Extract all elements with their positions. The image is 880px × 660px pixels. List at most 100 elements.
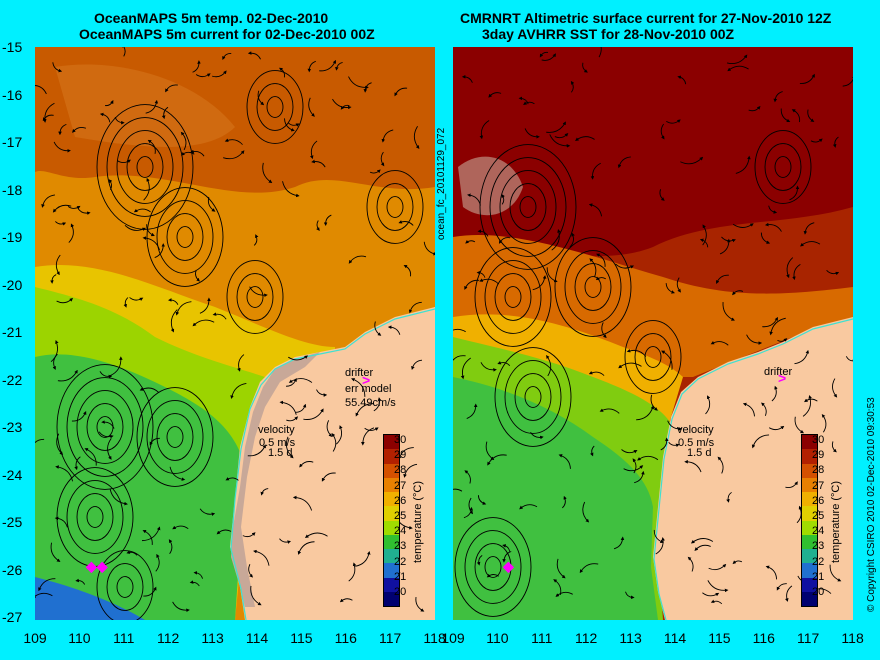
left-map-panel[interactable] <box>35 47 435 620</box>
current-vector <box>323 214 332 227</box>
current-vector <box>764 222 782 232</box>
current-vector <box>477 229 489 237</box>
current-vector <box>99 112 111 123</box>
current-vector <box>211 70 227 78</box>
current-vector <box>794 416 805 434</box>
current-vector <box>687 556 694 572</box>
current-vector <box>796 505 803 524</box>
right-drifter-track-marker[interactable]: ◆ <box>503 558 514 574</box>
colorbar-tick-label: 30 <box>394 434 407 446</box>
x-tick-label: 115 <box>290 630 313 646</box>
current-vector <box>155 553 160 572</box>
current-vector <box>668 442 680 448</box>
current-vector <box>369 169 381 174</box>
colorbar-tick-label: 21 <box>394 570 407 583</box>
current-vector <box>751 434 770 449</box>
right-title-line1: CMRNRT Altimetric surface current for 27… <box>460 10 832 26</box>
current-vector <box>792 264 801 281</box>
colorbar-segment <box>802 435 817 450</box>
current-vector <box>660 437 669 451</box>
current-vector <box>411 359 423 370</box>
current-vector <box>55 465 74 482</box>
current-vector <box>498 237 511 244</box>
current-vector <box>480 362 497 372</box>
current-vector <box>98 431 114 439</box>
current-vector <box>192 319 215 327</box>
right-drifter-marker[interactable]: > <box>778 370 787 386</box>
current-vector <box>56 297 74 304</box>
x-tick-label: 113 <box>201 630 224 646</box>
current-vector <box>626 349 647 357</box>
eddy-streamline <box>86 403 124 451</box>
colorbar-tick-label: 20 <box>394 586 407 598</box>
current-vector <box>193 571 204 579</box>
colorbar-tick-label: 29 <box>812 449 825 462</box>
current-vector <box>282 181 300 198</box>
current-vector <box>311 159 326 168</box>
colorbar-tick-label: 26 <box>812 494 825 507</box>
current-vector <box>381 129 394 143</box>
colorbar-tick-label: 25 <box>812 510 825 522</box>
colorbar-segment <box>384 506 399 521</box>
right-map-panel[interactable] <box>453 47 853 620</box>
current-vector <box>636 405 655 421</box>
current-vector <box>463 506 474 519</box>
current-vector <box>38 578 56 592</box>
current-vector <box>139 387 160 393</box>
current-vector <box>461 74 473 83</box>
x-tick-label: 118 <box>841 630 864 646</box>
current-vector <box>539 51 549 58</box>
current-vector <box>637 455 659 461</box>
eddy-streamline <box>519 196 537 218</box>
current-vector <box>634 470 645 484</box>
current-vector <box>278 67 286 78</box>
current-vector <box>230 382 247 400</box>
current-vector <box>143 177 150 201</box>
current-vector <box>123 297 129 308</box>
current-vector <box>690 538 714 544</box>
eddy-streamline <box>66 480 124 554</box>
current-vector <box>773 91 783 103</box>
left-colorbar <box>383 434 400 607</box>
eddy-streamline <box>176 226 194 248</box>
copyright-label: © Copyright CSIRO 2010 02-Dec-2010 09:30… <box>866 397 877 612</box>
current-vector <box>785 585 793 602</box>
current-vector <box>659 189 665 201</box>
current-vector <box>413 126 420 150</box>
current-vector <box>561 495 567 509</box>
current-vector <box>222 53 232 61</box>
colorbar-segment <box>384 549 399 564</box>
current-vector <box>786 257 794 279</box>
current-vector <box>804 398 818 403</box>
current-vector <box>253 549 270 566</box>
current-vector <box>109 489 128 506</box>
cloud-gap-region <box>458 156 523 216</box>
current-vector <box>321 472 336 482</box>
current-vector <box>172 525 189 530</box>
current-vector <box>650 394 658 411</box>
current-vector <box>466 403 478 419</box>
eddy-streamline <box>146 187 224 287</box>
eddy-streamline <box>226 260 284 334</box>
left-drifter-marker[interactable]: > <box>362 372 371 388</box>
current-vector <box>339 598 353 603</box>
current-vector <box>632 458 637 474</box>
current-vector <box>532 275 547 291</box>
left-drifter-track-marker[interactable]: ◆◆ <box>86 558 108 574</box>
current-vector <box>575 136 595 141</box>
current-vector <box>142 530 153 545</box>
current-vector <box>599 408 620 414</box>
current-vector <box>77 208 91 215</box>
right-speed-label: 0.5 m/s <box>678 437 715 449</box>
current-vector <box>569 232 575 248</box>
current-vector <box>142 236 160 251</box>
current-vector <box>665 283 675 294</box>
current-vector <box>727 65 749 72</box>
current-vector <box>553 579 562 596</box>
eddy-streamline <box>494 347 572 447</box>
current-vector <box>598 47 602 58</box>
colorbar-segment <box>384 591 399 606</box>
current-vector <box>477 495 487 505</box>
colorbar-segment <box>384 449 399 464</box>
current-vector <box>601 322 607 339</box>
